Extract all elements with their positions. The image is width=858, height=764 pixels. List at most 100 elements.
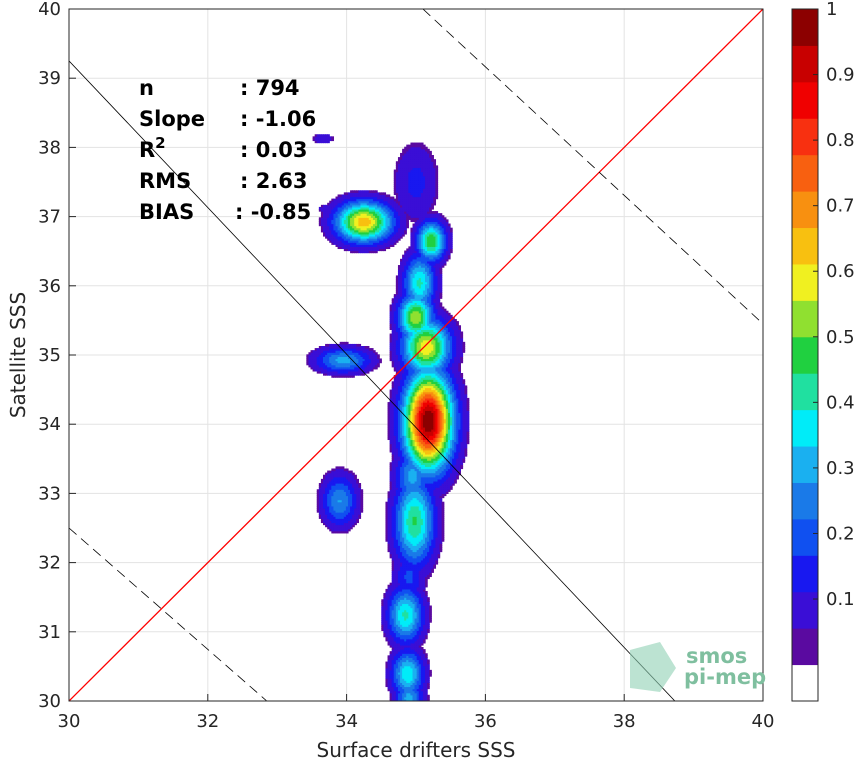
- density-cell: [350, 518, 353, 521]
- density-cell: [375, 221, 378, 225]
- density-cell: [387, 412, 391, 416]
- density-cell: [383, 617, 387, 621]
- density-cell: [358, 372, 362, 376]
- density-cell: [393, 613, 397, 617]
- density-cell: [360, 219, 364, 223]
- density-cell: [343, 356, 347, 360]
- density-cell: [350, 493, 353, 497]
- density-cell: [391, 483, 395, 486]
- density-cell: [327, 518, 330, 521]
- density-cell: [389, 497, 393, 501]
- density-cell: [395, 684, 399, 688]
- density-cell: [364, 213, 368, 216]
- density-cell: [391, 684, 395, 688]
- density-cell: [352, 495, 355, 499]
- density-cell: [343, 204, 347, 208]
- density-cell: [333, 229, 337, 233]
- density-cell: [350, 472, 353, 476]
- density-cell: [379, 221, 382, 225]
- density-cell: [339, 229, 343, 233]
- density-cell: [362, 223, 366, 227]
- density-cell: [323, 505, 326, 509]
- density-cell: [372, 221, 376, 225]
- density-cell: [360, 346, 364, 349]
- density-cell: [387, 532, 391, 536]
- density-cell: [320, 229, 324, 233]
- density-cell: [345, 370, 349, 374]
- density-cell: [350, 524, 353, 528]
- density-cell: [379, 229, 382, 233]
- density-cell: [389, 547, 393, 551]
- density-cell: [393, 545, 397, 548]
- density-cell: [356, 368, 359, 372]
- density-cell: [345, 518, 349, 521]
- density-cell: [333, 358, 337, 362]
- density-cell: [356, 225, 359, 229]
- density-cell: [372, 250, 376, 254]
- density-cell: [381, 607, 384, 611]
- density-cell: [395, 630, 399, 634]
- density-cell: [381, 240, 384, 243]
- density-cell: [395, 634, 399, 638]
- density-cell: [385, 661, 389, 665]
- density-cell: [343, 244, 347, 247]
- density-cell: [339, 497, 343, 501]
- density-cell: [329, 510, 332, 513]
- density-cell: [356, 348, 359, 351]
- density-cell: [393, 580, 397, 584]
- density-cell: [391, 537, 395, 540]
- density-cell: [364, 360, 368, 364]
- density-cell: [352, 480, 355, 484]
- density-cell: [377, 240, 380, 243]
- density-cell: [343, 221, 347, 225]
- density-cell: [343, 483, 347, 486]
- density-cell: [358, 505, 362, 509]
- density-cell: [364, 366, 368, 370]
- density-cell: [393, 659, 397, 663]
- density-cell: [356, 520, 359, 524]
- density-cell: [393, 644, 397, 648]
- density-cell: [389, 661, 393, 665]
- density-cell: [379, 198, 382, 202]
- density-cell: [343, 227, 347, 231]
- density-cell: [345, 244, 349, 247]
- density-cell: [391, 412, 395, 416]
- density-cell: [347, 246, 351, 250]
- density-cell: [372, 238, 376, 241]
- density-cell: [314, 356, 318, 360]
- density-cell: [339, 240, 343, 243]
- density-cell: [356, 485, 359, 488]
- density-cell: [341, 235, 345, 239]
- density-cell: [395, 674, 399, 677]
- density-cell: [377, 244, 380, 247]
- density-cell: [325, 346, 328, 349]
- density-cell: [337, 194, 341, 198]
- density-cell: [370, 364, 374, 368]
- density-cell: [323, 364, 326, 368]
- density-cell: [385, 206, 389, 210]
- density-cell: [379, 248, 382, 252]
- density-cell: [375, 250, 378, 254]
- density-cell: [318, 370, 322, 374]
- density-cell: [368, 352, 372, 355]
- density-cell: [375, 235, 378, 239]
- density-cell: [331, 233, 335, 237]
- density-cell: [347, 526, 351, 530]
- density-cell: [391, 416, 395, 420]
- density-cell: [370, 358, 374, 362]
- density-cell: [370, 221, 374, 225]
- density-cell: [366, 370, 370, 374]
- density-cell: [318, 501, 322, 505]
- density-cell: [375, 211, 378, 214]
- density-cell: [389, 470, 393, 474]
- density-cell: [337, 474, 341, 478]
- density-cell: [372, 233, 376, 237]
- density-cell: [391, 445, 395, 449]
- density-cell: [347, 350, 351, 353]
- density-cell: [335, 370, 339, 374]
- density-cell: [335, 202, 339, 206]
- density-cell: [370, 202, 374, 206]
- density-cell: [391, 644, 395, 648]
- density-cell: [320, 497, 324, 501]
- density-cell: [343, 507, 347, 511]
